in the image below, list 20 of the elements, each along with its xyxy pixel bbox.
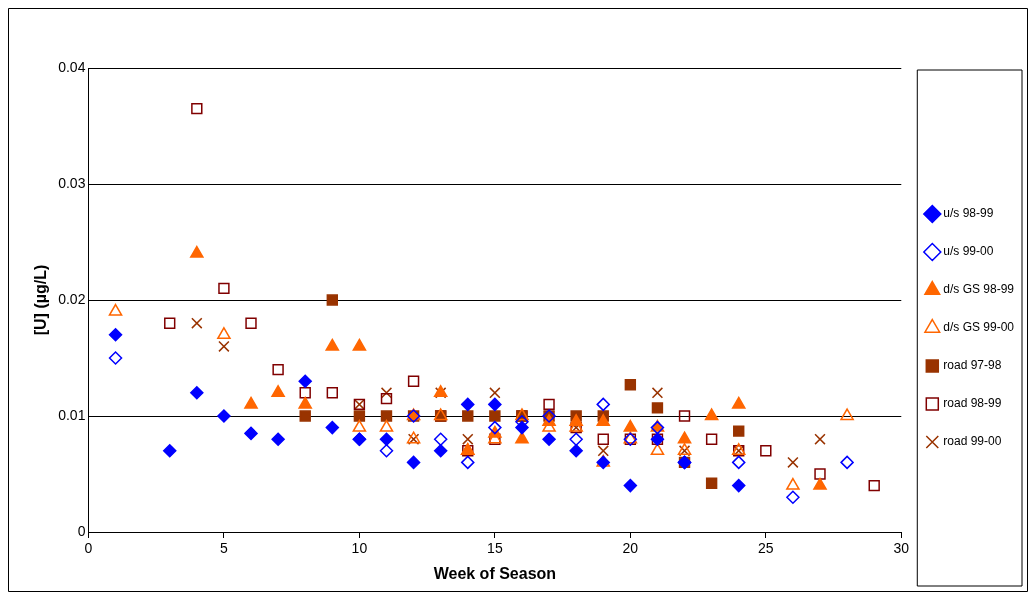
x-axis-title: Week of Season [433,564,557,582]
y-tick-label: 0.02 [58,290,86,307]
legend-label: u/s 98-99 [943,206,994,221]
legend-label: u/s 99-00 [943,244,994,259]
x-tick-label: 15 [487,540,503,557]
y-axis-title: [U] (µg/L) [32,264,50,336]
x-tick-label: 25 [758,540,774,557]
x-tick-label: 30 [893,540,910,557]
y-tick-label: 0.01 [58,406,86,423]
legend-label: road 99-00 [943,434,1002,449]
x-tick-label: 20 [622,540,639,557]
legend-label: d/s GS 98-99 [943,282,1015,297]
legend-label: d/s GS 99-00 [943,320,1015,335]
legend-label: road 98-99 [943,396,1002,411]
x-tick-label: 10 [351,540,368,557]
y-tick-label: 0.04 [58,58,86,75]
y-tick-label: 0.03 [58,174,86,191]
legend-label: road 97-98 [943,358,1002,373]
x-tick-label: 5 [220,540,229,557]
y-tick-label: 0 [77,522,86,539]
